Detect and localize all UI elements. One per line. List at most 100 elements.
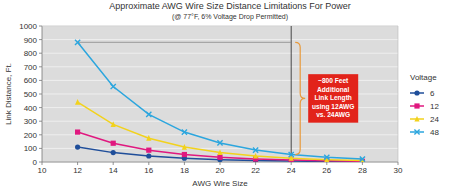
legend-marker-shape (414, 90, 419, 95)
y-tick-label: 100 (24, 144, 38, 153)
x-axis-label: AWG Wire Size (192, 179, 248, 188)
legend-label: 24 (430, 115, 439, 124)
y-tick-label: 400 (24, 104, 38, 113)
x-tick-label: 14 (109, 166, 118, 175)
marker-circle (146, 153, 151, 158)
annotation-vertical-line (291, 26, 292, 162)
y-tick (39, 121, 42, 122)
x-tick (291, 162, 292, 165)
marker-x (182, 129, 187, 134)
series-line (78, 42, 363, 159)
y-tick-label: 900 (24, 36, 38, 45)
grid-line (42, 39, 398, 40)
grid-line (42, 148, 398, 149)
x-tick-label: 20 (216, 166, 225, 175)
marker-circle (75, 144, 80, 149)
y-tick (39, 134, 42, 135)
y-tick (39, 94, 42, 95)
grid-line (42, 66, 398, 67)
y-tick-label: 800 (24, 49, 38, 58)
legend-label: 12 (430, 102, 439, 111)
y-tick-label: 500 (24, 90, 38, 99)
title: Approximate AWG Wire Size Distance Limit… (109, 1, 351, 11)
series-line (78, 102, 363, 160)
marker-x (253, 147, 258, 152)
marker-triangle (146, 135, 151, 141)
y-tick-label: 200 (24, 131, 38, 140)
marker-triangle (75, 99, 80, 105)
annotation-box (308, 74, 358, 123)
marker-square (146, 148, 151, 153)
x-tick (326, 162, 327, 165)
marker-triangle (217, 149, 222, 155)
y-axis-label: Link Distance, Ft. (4, 63, 13, 125)
y-tick-label: 300 (24, 117, 38, 126)
plot-background (42, 26, 398, 162)
y-tick-label: 1000 (19, 22, 37, 31)
legend-marker (414, 129, 419, 134)
x-tick (220, 162, 221, 165)
x-tick-label: 30 (394, 166, 403, 175)
x-tick (42, 162, 43, 165)
legend-marker (414, 90, 419, 95)
x-tick-label: 26 (322, 166, 331, 175)
y-tick-label: 700 (24, 63, 38, 72)
marker-x (111, 84, 116, 89)
plot-frame-top (42, 26, 398, 27)
legend-label: 48 (430, 128, 439, 137)
annotation-horizontal-line (78, 42, 292, 43)
marker-x (75, 40, 80, 45)
legend-marker (414, 116, 419, 122)
marker-triangle (111, 121, 116, 127)
x-tick (255, 162, 256, 165)
legend-marker-shape (414, 103, 419, 108)
x-tick-label: 18 (180, 166, 189, 175)
y-tick (39, 148, 42, 149)
x-tick (184, 162, 185, 165)
x-tick-label: 28 (358, 166, 367, 175)
subtitle: (@ 77°F, 6% Voltage Drop Permitted) (172, 13, 288, 21)
y-tick (39, 107, 42, 108)
chart-svg: Approximate AWG Wire Size Distance Limit… (0, 0, 460, 190)
x-tick-label: 10 (38, 166, 47, 175)
y-tick (39, 26, 42, 27)
annotation-text: ~800 Feet (318, 77, 349, 84)
marker-x (324, 155, 329, 160)
marker-square (182, 152, 187, 157)
y-axis (42, 26, 43, 162)
legend-marker-shape (414, 116, 419, 122)
grid-line (42, 53, 398, 54)
annotation-text: using 12AWG (312, 103, 355, 111)
plot-frame-right (398, 26, 399, 162)
y-tick (39, 80, 42, 81)
x-tick (77, 162, 78, 165)
legend-title: Voltage (410, 73, 437, 82)
marker-square (75, 129, 80, 134)
chart-container: Approximate AWG Wire Size Distance Limit… (0, 0, 460, 190)
marker-x (217, 140, 222, 145)
y-tick (39, 39, 42, 40)
marker-square (217, 155, 222, 160)
grid-line (42, 134, 398, 135)
y-tick (39, 53, 42, 54)
plot-marks (75, 26, 365, 162)
annotation-text: Additional (317, 86, 349, 93)
legend-marker (414, 103, 419, 108)
x-tick (398, 162, 399, 165)
y-tick (39, 66, 42, 67)
marker-x (360, 156, 365, 161)
y-tick-label: 600 (24, 76, 38, 85)
annotation-text: Link Length (315, 94, 352, 102)
x-tick-label: 24 (287, 166, 296, 175)
legend-label: 6 (430, 89, 435, 98)
x-tick-label: 16 (144, 166, 153, 175)
x-tick (148, 162, 149, 165)
x-tick (362, 162, 363, 165)
marker-square (111, 141, 116, 146)
x-tick-label: 12 (73, 166, 82, 175)
marker-triangle (360, 157, 365, 162)
marker-circle (111, 150, 116, 155)
marker-x (146, 112, 151, 117)
marker-triangle (182, 144, 187, 150)
x-tick (113, 162, 114, 165)
